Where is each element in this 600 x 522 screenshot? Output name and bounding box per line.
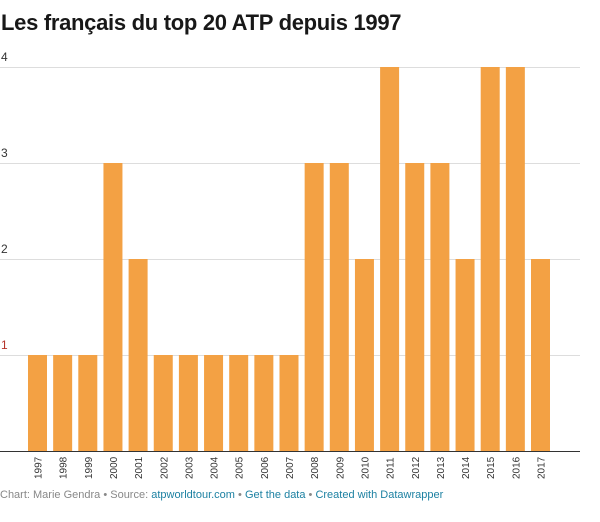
x-tick-label: 2001 (134, 456, 145, 479)
bar-2007 (279, 355, 299, 451)
x-tick-label: 2010 (360, 456, 371, 479)
y-tick-label: 2 (1, 242, 8, 256)
x-tick-label: 2008 (310, 456, 321, 479)
separator: • (100, 489, 111, 501)
x-tick-label: 2003 (184, 456, 195, 479)
x-tick-label: 2000 (109, 456, 120, 479)
separator: • (305, 489, 316, 501)
bar-1998 (53, 355, 73, 451)
x-tick-label: 2006 (260, 456, 271, 479)
bar-1997 (28, 355, 47, 451)
x-tick-label: 2016 (511, 456, 522, 479)
x-tick-label: 2007 (285, 456, 296, 479)
get-data-link[interactable]: Get the data (244, 489, 306, 501)
bar-2013 (430, 163, 450, 451)
chart-title: Les français du top 20 ATP depuis 1997 (1, 10, 402, 35)
bar-2006 (254, 355, 274, 451)
chart-credit: Chart: Marie Gendra (0, 489, 101, 501)
bar-2017 (531, 259, 550, 451)
bar-2010 (354, 259, 374, 451)
bar-2003 (178, 355, 198, 451)
bar-2015 (480, 67, 500, 451)
x-tick-label: 2012 (411, 456, 422, 479)
separator: • (234, 489, 245, 501)
x-tick-label: 2015 (486, 456, 497, 479)
bar-2009 (329, 163, 349, 451)
x-tick-label: 2002 (159, 456, 170, 479)
bar-2004 (204, 355, 224, 451)
bar-2008 (304, 163, 324, 451)
datawrapper-link[interactable]: Created with Datawrapper (315, 489, 444, 501)
x-tick-label: 2013 (436, 456, 447, 479)
y-tick-label: 4 (1, 50, 8, 64)
x-tick-label: 2014 (461, 456, 472, 479)
bar-2001 (128, 259, 148, 451)
x-tick-label: 2011 (386, 457, 397, 479)
bar-2014 (455, 259, 475, 451)
x-tick-label: 2009 (335, 456, 346, 479)
bar-2002 (153, 355, 173, 451)
x-tick-label: 1997 (34, 456, 45, 479)
bar-1999 (78, 355, 98, 451)
bar-2005 (229, 355, 249, 451)
x-tick-label: 2004 (210, 456, 221, 479)
y-tick-label: 1 (1, 338, 8, 352)
x-tick-label: 2017 (537, 456, 548, 479)
bar-2012 (405, 163, 425, 451)
chart-footer: Chart: Marie Gendra • Source: atpworldto… (0, 489, 443, 501)
x-tick-label: 1998 (59, 456, 70, 479)
y-tick-label: 3 (1, 146, 8, 160)
bar-2000 (103, 163, 123, 451)
bar-2011 (380, 67, 400, 451)
bar-2016 (505, 67, 525, 451)
source-label: Source: (110, 489, 152, 501)
x-tick-label: 1999 (84, 456, 95, 479)
x-tick-label: 2005 (235, 456, 246, 479)
source-link[interactable]: atpworldtour.com (151, 489, 235, 501)
